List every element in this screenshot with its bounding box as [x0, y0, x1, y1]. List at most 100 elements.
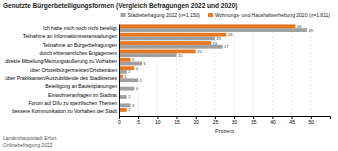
x-tick-label: 10: [155, 119, 161, 125]
x-tick-label: 15: [174, 119, 180, 125]
y-tick: über Ortsteilbürgermeister/Ortsbeiräten: [30, 67, 119, 73]
y-tick: Teilnahme an Bürgerbefragungen: [43, 42, 119, 48]
y-axis-line: [119, 25, 120, 117]
x-tick-label: 30: [232, 119, 238, 125]
title: Genutzte Bürgerbeteiligungsformen (Vergl…: [3, 2, 237, 10]
x-tick: 45: [289, 116, 295, 125]
x-tick: 40: [270, 116, 276, 125]
x-axis-line: [120, 117, 331, 120]
x-tick: 20: [193, 116, 199, 125]
bar: [119, 87, 134, 91]
x-axis-title: Prozent: [215, 128, 234, 134]
x-tick-label: 50: [309, 119, 315, 125]
grid: [119, 24, 311, 116]
y-tick: über Praktikanten/Auszubildende des Stad…: [5, 75, 119, 81]
y-tick-label: bessere Kommunikation zu Vorhaben der St…: [12, 108, 117, 114]
data-label: 4: [136, 66, 139, 71]
x-tick: 10: [155, 116, 161, 125]
footnote: Onlinebefragung 2022: [3, 142, 53, 148]
grid-line: [291, 24, 292, 116]
bar: [119, 37, 215, 41]
data-label: 3: [132, 57, 135, 62]
bar: [119, 33, 226, 37]
legend-item: Wohnungs- und Haushaltserhebung 2020 (n=…: [208, 12, 330, 18]
bar: [119, 66, 134, 70]
grid-line: [310, 24, 311, 116]
y-tick: Teilnahme an Informationsveranstaltungen: [23, 33, 119, 39]
y-tick-label: Ich habe mich noch nicht beteiligt: [43, 25, 118, 31]
bar: [119, 41, 211, 45]
y-tick: durch ehrenamtliches Engagement: [39, 50, 119, 56]
data-label: 6: [144, 61, 147, 66]
data-label: 24: [213, 41, 218, 46]
legend-swatch: [208, 13, 213, 17]
bar: [119, 95, 127, 99]
y-tick-label: direkte Mitteilung/Meinungsäußerung zu V…: [5, 58, 117, 64]
bars: [119, 24, 307, 111]
data-label: 2: [128, 69, 131, 74]
grid-line: [272, 24, 273, 116]
bar: [119, 50, 196, 54]
x-tick-label: 45: [289, 119, 295, 125]
x-tick-label: 20: [193, 119, 199, 125]
x-tick: 5: [137, 116, 140, 125]
y-tick-label: Teilnahme an Bürgerbefragungen: [43, 42, 117, 48]
x-tick: 30: [232, 116, 238, 125]
y-tick-label: durch ehrenamtliches Engagement: [39, 50, 117, 56]
data-label: 46: [297, 24, 302, 29]
data-label: 5: [140, 78, 143, 83]
x-tick-label: 40: [270, 119, 276, 125]
x-tick: 50: [309, 116, 315, 125]
data-label: 3: [132, 103, 135, 108]
footnote: Landeshauptstadt Erfurt: [3, 135, 57, 141]
y-tick-label: Forum auf DIfu zu spezifischen Themen: [28, 100, 117, 106]
bar: [119, 108, 127, 112]
data-label: 2: [128, 94, 131, 99]
y-tick: direkte Mitteilung/Meinungsäußerung zu V…: [5, 58, 119, 64]
x-tick-label: 5: [137, 119, 140, 125]
grid-line: [119, 24, 120, 116]
bar: [119, 28, 307, 32]
y-tick: bessere Kommunikation zu Vorhaben der St…: [12, 108, 119, 114]
y-tick-label: Beteiligung an Bauleitplanungen: [45, 83, 117, 89]
bar: [119, 58, 131, 62]
x-tick: 25: [213, 116, 219, 125]
data-label: 20: [197, 49, 202, 54]
y-tick: Einwohneranfragen im Stadtrat: [48, 92, 119, 98]
data-label: 28: [228, 32, 233, 37]
x-tick-label: 0: [118, 119, 121, 125]
y-tick: Beteiligung an Bauleitplanungen: [45, 83, 119, 89]
legend: Städtebefragung 2022 (n=1.150) Wohnungs- …: [121, 12, 331, 18]
y-tick-label: Teilnahme an Informationsveranstaltungen: [23, 33, 117, 39]
grid-line: [253, 24, 254, 116]
bar: [119, 62, 142, 66]
data-label: 49: [308, 28, 313, 33]
chart: Genutzte Bürgerbeteiligungsformen (Vergl…: [0, 0, 338, 151]
data-label: 2: [128, 107, 131, 112]
bar: [119, 53, 177, 57]
data-label: 1: [124, 74, 127, 79]
data-label: 15: [178, 53, 183, 58]
y-tick-label: Einwohneranfragen im Stadtrat: [48, 92, 118, 98]
y-tick-label: über Praktikanten/Auszubildende des Stad…: [5, 75, 117, 81]
legend-item: Städtebefragung 2022 (n=1.150): [121, 12, 201, 18]
data-label: 4: [136, 86, 139, 91]
x-tick-label: 25: [213, 119, 219, 125]
bar: [119, 24, 295, 28]
x-axis: 0 5 10 15 20 25 30 35 40 45 50: [118, 116, 330, 125]
x-tick-label: 35: [251, 119, 257, 125]
data-labels: 49252715625423462824203412: [124, 24, 313, 113]
x-tick: 15: [174, 116, 180, 125]
legend-label: Städtebefragung 2022 (n=1.150): [128, 12, 201, 18]
bar: [119, 78, 138, 82]
y-axis: Ich habe mich noch nicht beteiligt Teilna…: [5, 25, 119, 117]
bar: [119, 45, 223, 49]
y-tick: Forum auf DIfu zu spezifischen Themen: [28, 100, 119, 106]
y-tick-label: über Ortsteilbürgermeister/Ortsbeiräten: [30, 67, 117, 73]
y-tick: Ich habe mich noch nicht beteiligt: [43, 25, 119, 31]
legend-label: Wohnungs- und Haushaltserhebung 2020 (n=…: [215, 12, 330, 18]
grid-line: [234, 24, 235, 116]
x-tick: 0: [118, 116, 121, 125]
x-tick: 35: [251, 116, 257, 125]
legend-swatch: [121, 13, 126, 17]
